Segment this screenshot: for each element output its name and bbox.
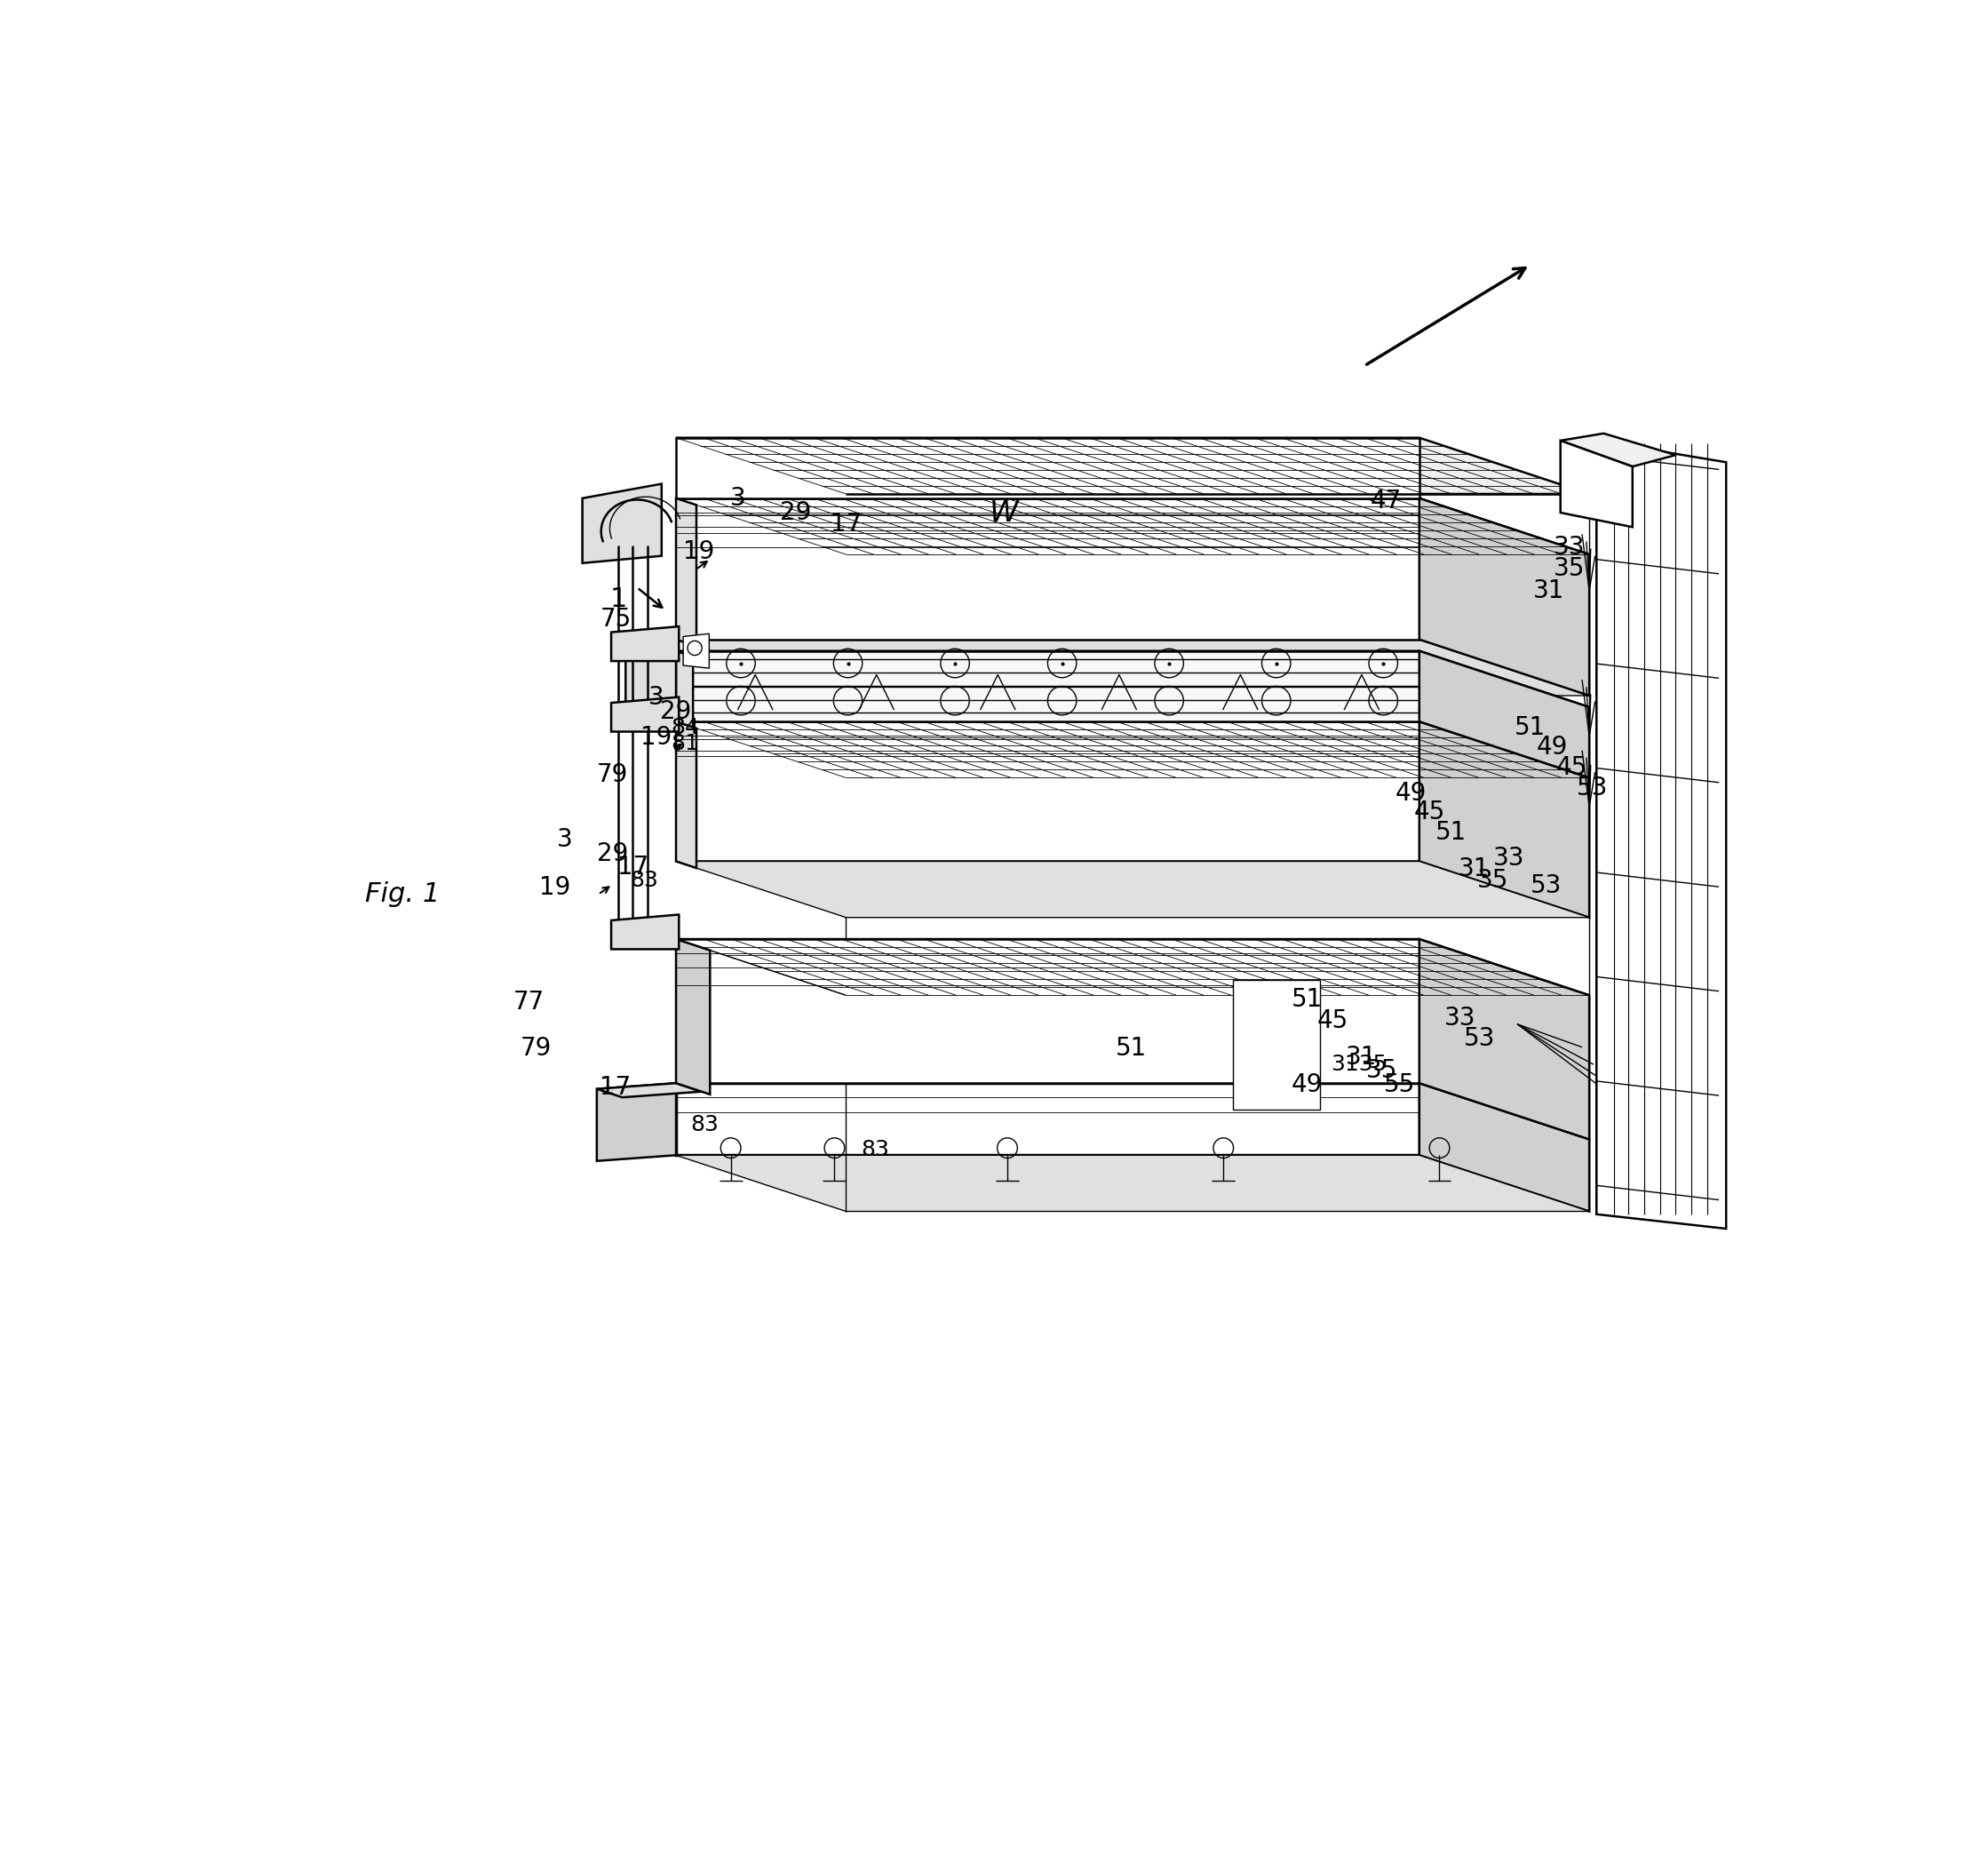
Text: W: W [990, 498, 1020, 528]
Text: 19: 19 [640, 724, 672, 750]
Polygon shape [1596, 442, 1726, 1229]
Polygon shape [676, 438, 1419, 498]
Polygon shape [610, 627, 678, 660]
Text: 17: 17 [831, 513, 861, 537]
Text: 79: 79 [596, 761, 628, 788]
Text: 53: 53 [1463, 1025, 1495, 1052]
Text: 83: 83 [861, 1139, 889, 1160]
Polygon shape [626, 647, 676, 726]
Polygon shape [1561, 434, 1676, 466]
Polygon shape [1419, 651, 1588, 778]
Text: 45: 45 [1318, 1008, 1348, 1033]
Text: 49: 49 [1292, 1072, 1322, 1096]
Text: 51: 51 [1435, 819, 1467, 846]
Text: 35: 35 [1477, 868, 1509, 892]
Polygon shape [1419, 939, 1588, 1139]
Polygon shape [1419, 722, 1588, 917]
Text: 17: 17 [600, 1076, 630, 1100]
Polygon shape [676, 939, 1419, 1083]
Text: 51: 51 [1515, 715, 1547, 739]
Text: 81: 81 [670, 733, 700, 754]
Text: 83: 83 [690, 1115, 720, 1136]
Polygon shape [676, 498, 1419, 640]
Polygon shape [1561, 442, 1632, 528]
Text: 79: 79 [521, 1037, 553, 1061]
Text: 31: 31 [1533, 578, 1565, 602]
Text: 19: 19 [539, 876, 571, 900]
Text: 19: 19 [684, 539, 716, 563]
Text: 51: 51 [1292, 988, 1322, 1012]
Polygon shape [676, 1083, 1419, 1154]
Text: 33: 33 [1553, 535, 1584, 559]
Text: 17: 17 [616, 855, 648, 879]
Text: 3: 3 [648, 685, 664, 709]
Text: 35: 35 [1366, 1057, 1398, 1083]
Polygon shape [676, 722, 696, 868]
Polygon shape [596, 1083, 702, 1098]
Polygon shape [582, 485, 662, 563]
Polygon shape [610, 915, 678, 949]
Polygon shape [684, 634, 710, 668]
Text: 53: 53 [1576, 775, 1608, 801]
Text: 3: 3 [730, 486, 746, 511]
Polygon shape [676, 722, 1419, 861]
Polygon shape [676, 939, 710, 1095]
Text: 84: 84 [670, 717, 700, 737]
Text: 33: 33 [1493, 846, 1525, 870]
Polygon shape [676, 498, 696, 645]
Text: 33: 33 [1443, 1007, 1475, 1031]
Polygon shape [676, 939, 1588, 995]
Polygon shape [1233, 980, 1320, 1110]
Text: 3135: 3135 [1330, 1053, 1388, 1076]
Text: 35: 35 [1553, 556, 1584, 582]
Text: 1: 1 [610, 586, 626, 612]
Polygon shape [1419, 498, 1588, 696]
Text: 77: 77 [513, 990, 545, 1014]
Polygon shape [1419, 1083, 1588, 1211]
Polygon shape [676, 1154, 1588, 1211]
Text: 45: 45 [1557, 756, 1588, 780]
Polygon shape [676, 498, 1588, 554]
Polygon shape [676, 861, 1588, 917]
Text: 29: 29 [596, 842, 628, 866]
Polygon shape [676, 1083, 1588, 1139]
Text: 83: 83 [630, 870, 658, 891]
Text: 47: 47 [1370, 488, 1402, 513]
Text: 49: 49 [1396, 782, 1425, 806]
Polygon shape [676, 651, 1419, 722]
Text: 3: 3 [557, 827, 573, 851]
Text: 51: 51 [1115, 1037, 1147, 1061]
Text: 45: 45 [1413, 801, 1445, 825]
Polygon shape [676, 438, 1588, 494]
Text: 29: 29 [779, 500, 811, 526]
Text: 55: 55 [1384, 1072, 1415, 1096]
Text: 53: 53 [1531, 874, 1563, 898]
Text: 31: 31 [1346, 1044, 1378, 1070]
Text: 31: 31 [1459, 857, 1489, 881]
Polygon shape [676, 651, 694, 728]
Text: 29: 29 [660, 700, 692, 724]
Text: Fig. 1: Fig. 1 [366, 881, 439, 907]
Polygon shape [676, 722, 1588, 778]
Polygon shape [596, 1083, 676, 1160]
Polygon shape [676, 651, 1588, 707]
Polygon shape [676, 640, 1588, 696]
Text: 75: 75 [600, 606, 630, 632]
Text: 49: 49 [1537, 735, 1567, 760]
Polygon shape [610, 698, 678, 732]
